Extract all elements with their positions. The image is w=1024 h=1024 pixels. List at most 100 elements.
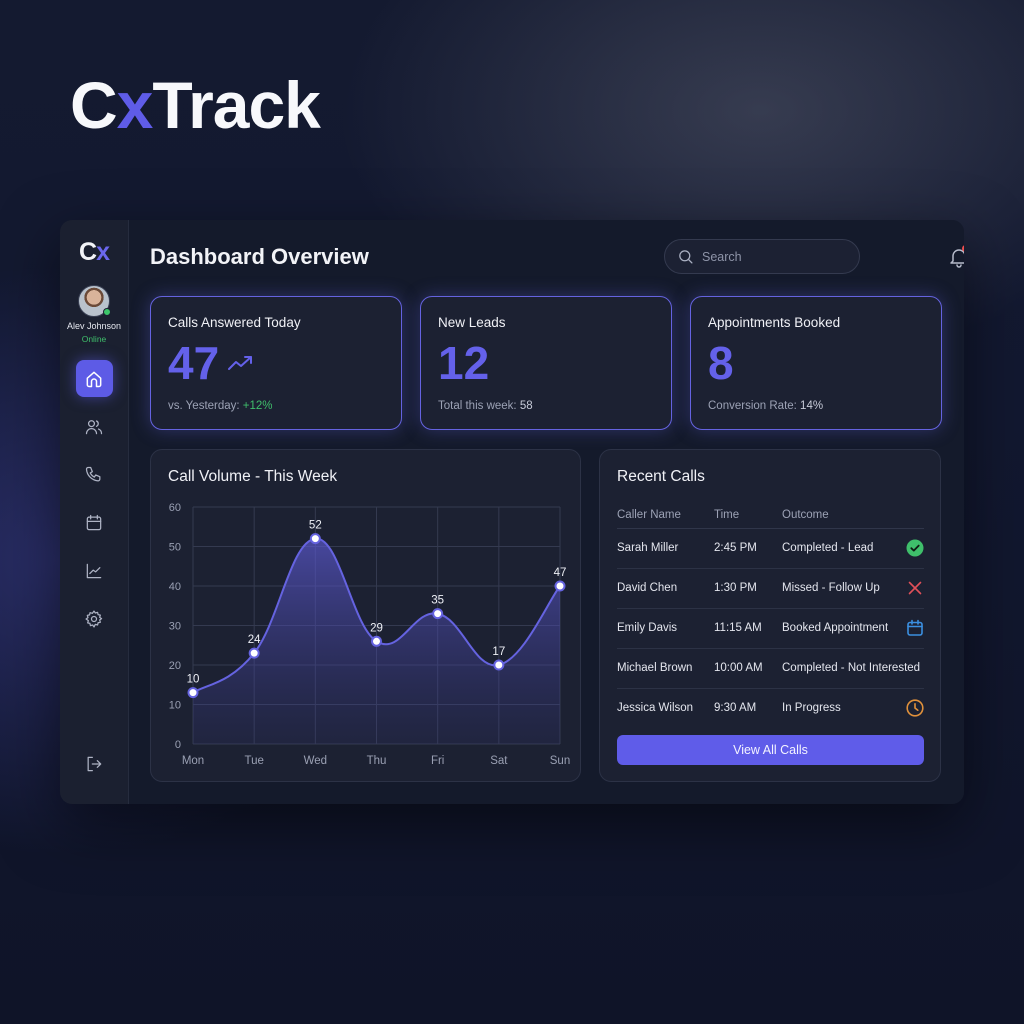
svg-text:50: 50 <box>169 542 181 554</box>
avatar[interactable] <box>78 285 111 317</box>
view-all-calls-button[interactable]: View All Calls <box>617 735 924 765</box>
call-time: 11:15 AM <box>714 608 782 649</box>
bell-icon <box>950 249 964 268</box>
call-outcome: Booked Appointment <box>782 608 904 649</box>
svg-text:24: 24 <box>248 634 261 646</box>
svg-text:30: 30 <box>169 621 181 633</box>
trending-up-icon <box>228 356 253 370</box>
stat-card-new-leads[interactable]: New Leads 12 Total this week: 58 <box>420 296 672 430</box>
column-header-caller: Caller Name <box>617 502 714 529</box>
sidebar-item-calls[interactable] <box>76 456 113 493</box>
table-row[interactable]: Emily Davis 11:15 AM Booked Appointment <box>617 608 924 649</box>
stat-label: Calls Answered Today <box>168 315 301 330</box>
svg-text:17: 17 <box>492 646 505 658</box>
chart-line-icon <box>86 563 102 578</box>
logout-button[interactable] <box>76 745 113 782</box>
search-icon <box>679 250 693 264</box>
sidebar: Cx Alev Johnson Online <box>60 220 129 804</box>
brand-prefix: C <box>70 68 118 142</box>
sidebar-item-settings[interactable] <box>76 600 113 637</box>
table-row[interactable]: Michael Brown 10:00 AM Completed - Not I… <box>617 648 924 689</box>
sidebar-item-contacts[interactable] <box>76 408 113 445</box>
column-header-status <box>904 502 924 529</box>
recent-calls-table: Caller Name Time Outcome Sarah Miller 2:… <box>617 502 924 728</box>
stat-card-appointments[interactable]: Appointments Booked 8 Conversion Rate: 1… <box>690 296 942 430</box>
caller-name: Emily Davis <box>617 608 714 649</box>
notification-badge <box>962 245 964 252</box>
sidebar-logo[interactable]: Cx <box>79 238 110 267</box>
svg-text:35: 35 <box>431 595 444 607</box>
recent-calls-title: Recent Calls <box>617 468 705 485</box>
phone-icon <box>85 466 101 481</box>
x-icon <box>908 581 922 595</box>
svg-text:20: 20 <box>169 660 181 672</box>
stat-sub-value: 58 <box>519 400 533 412</box>
brand-accent: x <box>116 68 154 142</box>
logo-prefix: C <box>79 238 97 266</box>
svg-text:Tue: Tue <box>244 755 263 767</box>
stat-sub-label: Conversion Rate: <box>708 400 801 412</box>
call-outcome: Completed - Lead <box>782 528 904 569</box>
svg-text:Wed: Wed <box>304 755 327 767</box>
table-row[interactable]: David Chen 1:30 PM Missed - Follow Up <box>617 568 924 609</box>
stat-sub: Conversion Rate: 14% <box>708 400 924 412</box>
logout-icon <box>87 756 102 771</box>
brand-suffix: Track <box>152 68 320 142</box>
caller-name: Sarah Miller <box>617 528 714 569</box>
caller-name: Michael Brown <box>617 648 714 689</box>
logo-accent: x <box>96 238 110 266</box>
stat-sub-value: +12% <box>242 400 273 412</box>
sidebar-item-home[interactable] <box>75 360 113 397</box>
chart-title: Call Volume - This Week <box>168 468 338 485</box>
svg-text:29: 29 <box>370 622 383 634</box>
stat-number: 47 <box>168 337 220 389</box>
sidebar-item-calendar[interactable] <box>76 504 113 541</box>
call-time: 1:30 PM <box>714 568 782 609</box>
svg-text:0: 0 <box>175 739 181 751</box>
sidebar-item-analytics[interactable] <box>76 552 113 589</box>
svg-text:Sat: Sat <box>490 755 508 767</box>
stat-label: Appointments Booked <box>708 315 841 330</box>
user-name: Alev Johnson <box>66 321 122 331</box>
stat-number: 8 <box>708 337 734 389</box>
stat-sub: Total this week: 58 <box>438 400 654 412</box>
svg-text:Mon: Mon <box>182 755 204 767</box>
stat-sub: vs. Yesterday: +12% <box>168 400 384 412</box>
svg-text:Thu: Thu <box>367 755 387 767</box>
call-outcome: In Progress <box>782 702 841 715</box>
stat-value: 8 <box>708 340 924 386</box>
svg-text:47: 47 <box>554 567 567 579</box>
brand-title: CxTrack <box>70 72 321 138</box>
stat-card-calls-answered[interactable]: Calls Answered Today 47 vs. Yesterday: +… <box>150 296 402 430</box>
table-row[interactable]: Jessica Wilson 9:30 AM In Progress <box>617 688 924 728</box>
call-time: 2:45 PM <box>714 528 782 569</box>
stat-sub-label: Total this week: <box>438 400 520 412</box>
stat-sub-label: vs. Yesterday: <box>168 400 243 412</box>
svg-text:10: 10 <box>169 700 181 712</box>
stat-number: 12 <box>438 337 490 389</box>
clock-icon <box>906 699 924 717</box>
recent-calls-panel: Recent Calls Caller Name Time Outcome Sa… <box>599 449 941 782</box>
sidebar-nav <box>75 360 113 637</box>
check-circle-icon <box>906 539 924 557</box>
notifications-button[interactable] <box>947 245 964 269</box>
caller-name: David Chen <box>617 568 714 609</box>
search-box[interactable] <box>664 239 860 274</box>
page-title: Dashboard Overview <box>150 244 369 269</box>
stat-sub-value: 14% <box>800 400 824 412</box>
call-time: 9:30 AM <box>714 702 757 715</box>
call-outcome: Missed - Follow Up <box>782 568 904 609</box>
call-volume-chart: 0 10 20 30 40 50 60 Mon Tue Wed Thu Fri Sat Sun 10 24 52… <box>169 502 570 767</box>
table-header-row: Caller Name Time Outcome <box>617 502 924 529</box>
home-icon <box>86 371 102 387</box>
svg-text:40: 40 <box>169 581 181 593</box>
stat-value: 12 <box>438 340 654 386</box>
svg-text:Sun: Sun <box>550 755 570 767</box>
main-content: Dashboard Overview Calls Answered Today … <box>129 220 964 804</box>
user-status: Online <box>81 334 107 344</box>
calendar-icon <box>86 514 102 530</box>
gear-icon <box>85 609 103 628</box>
caller-name: Jessica Wilson <box>617 702 694 715</box>
table-row[interactable]: Sarah Miller 2:45 PM Completed - Lead <box>617 528 924 569</box>
search-input[interactable] <box>702 249 842 264</box>
